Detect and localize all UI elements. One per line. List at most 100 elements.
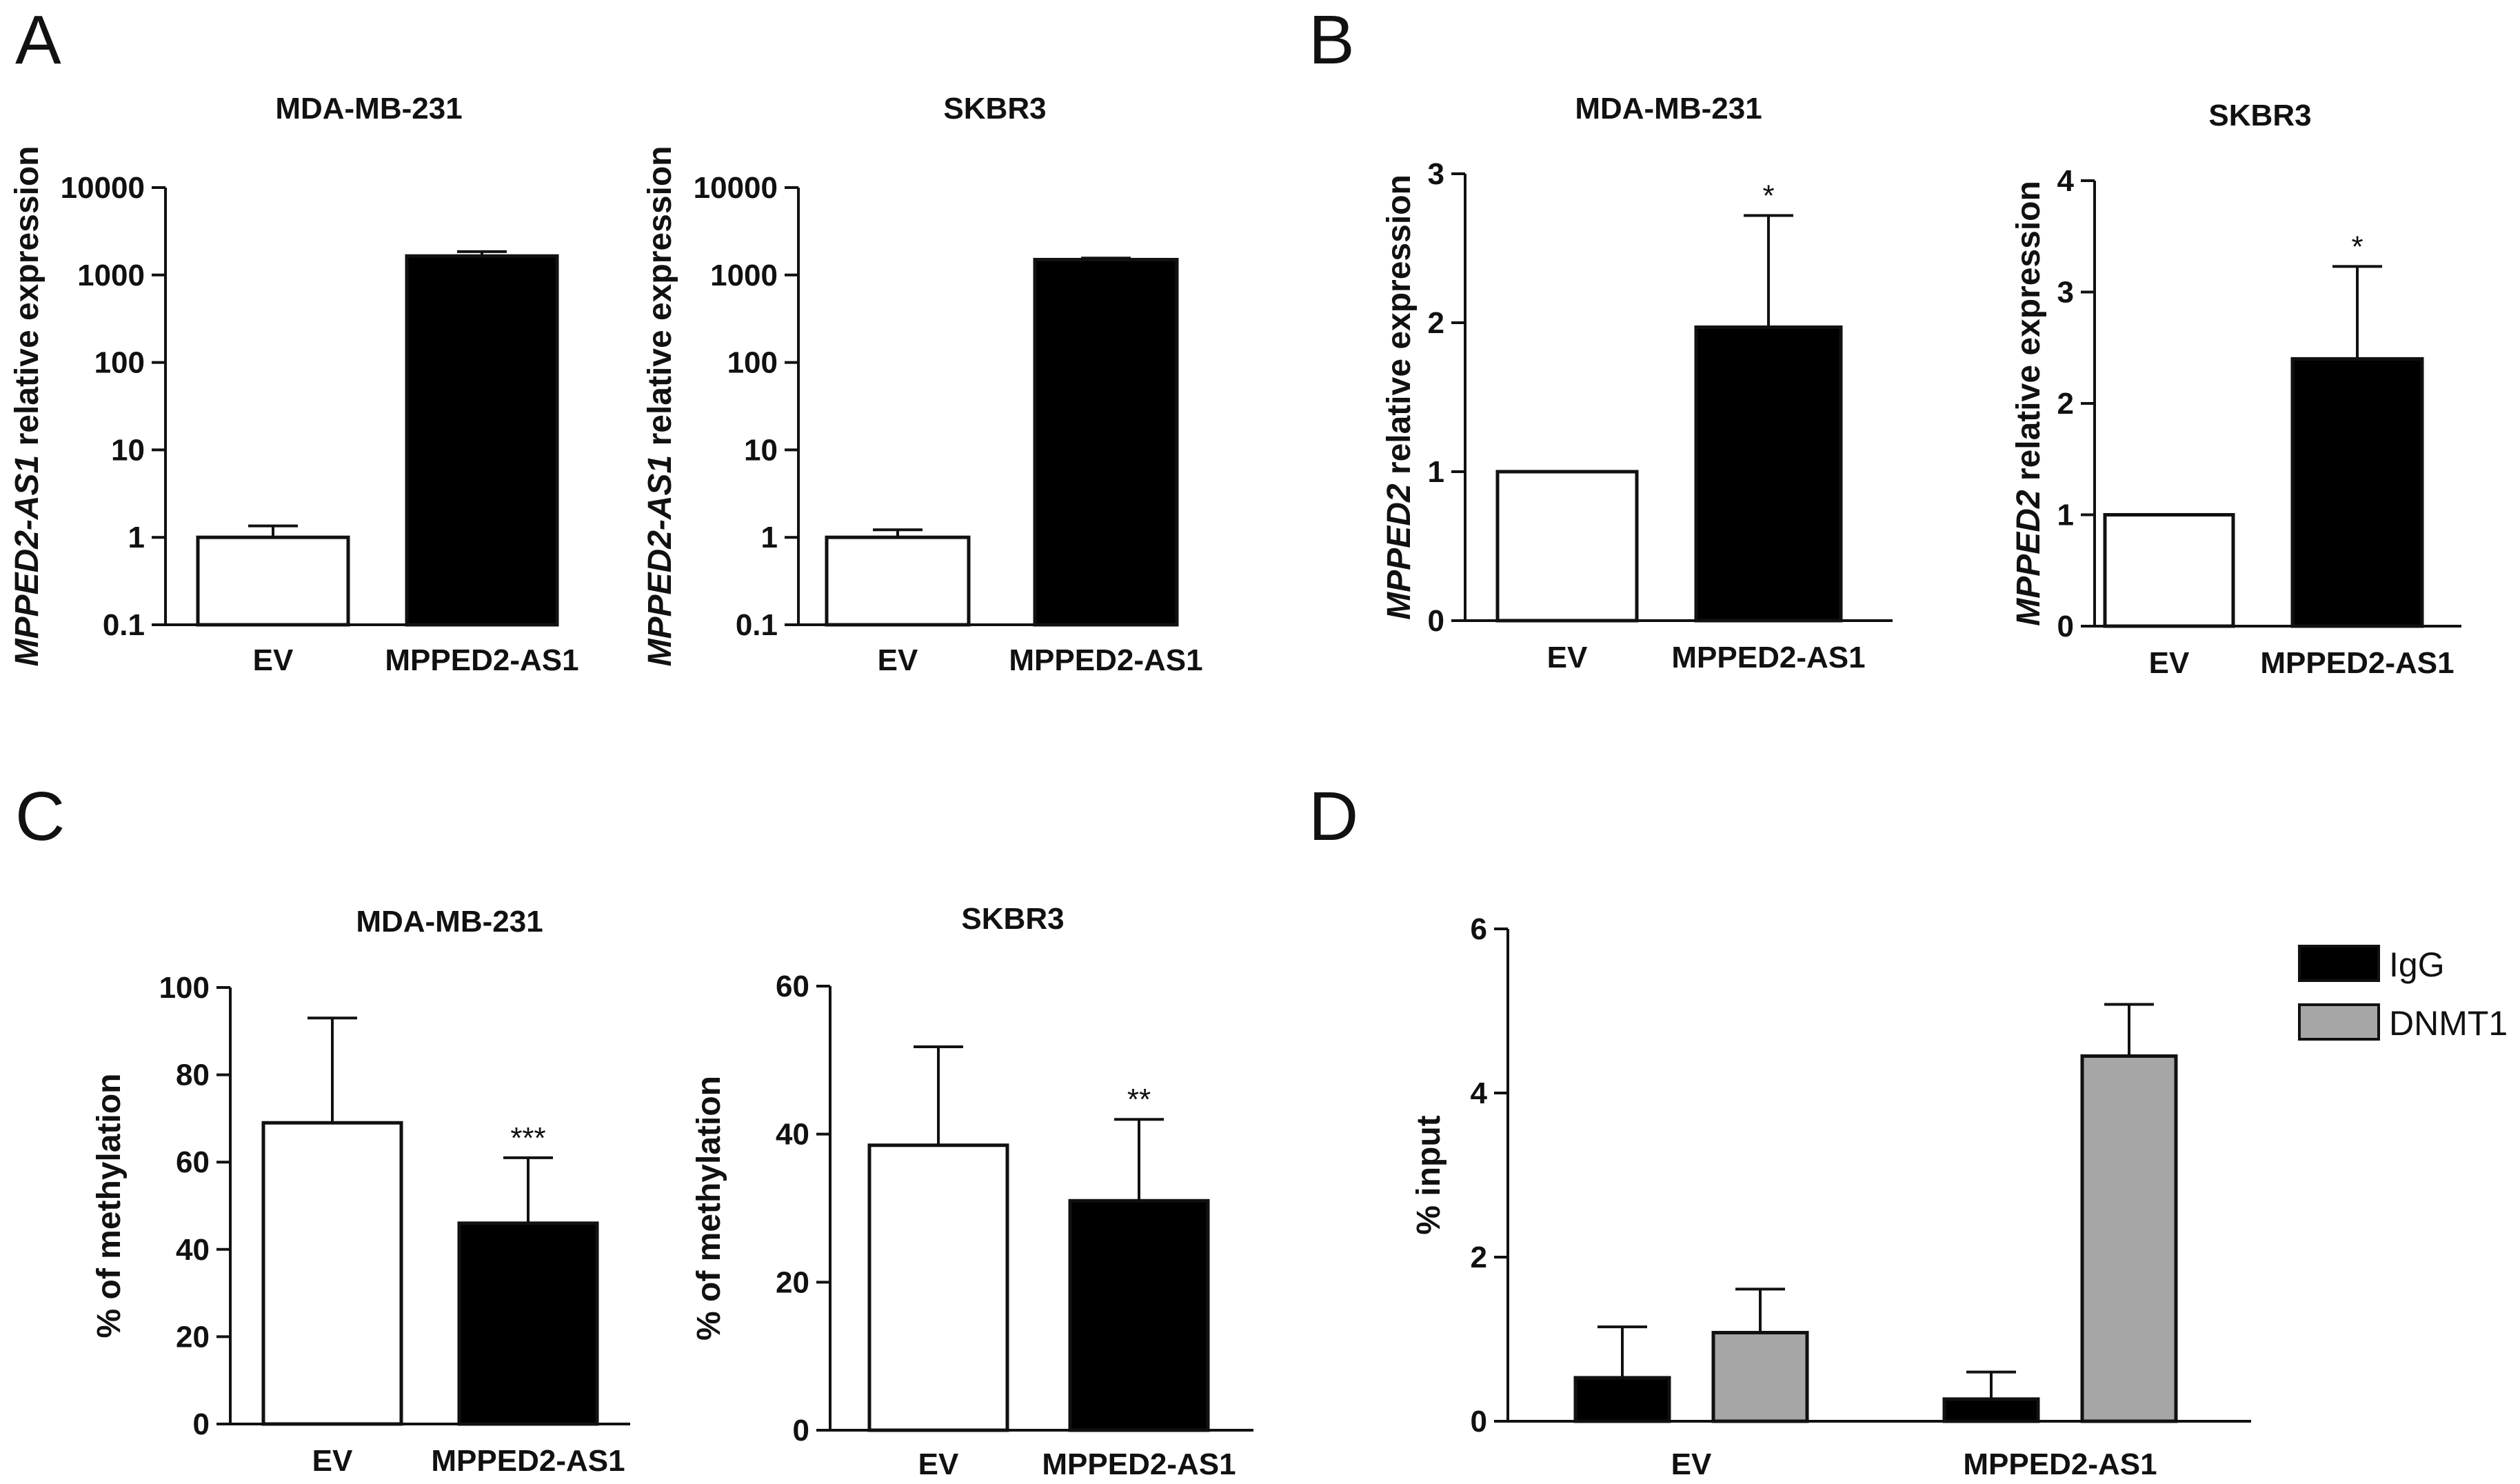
legend: IgG DNMT1 <box>2298 945 2508 1043</box>
y-axis-label-text: relative expression <box>9 146 46 455</box>
y-tick-label: 0 <box>1471 1405 1487 1438</box>
chart-title: MDA-MB-231 <box>1575 92 1762 126</box>
y-tick-label: 1 <box>2057 499 2074 532</box>
y-tick-label: 1 <box>128 521 145 554</box>
bar-mpped2-as1 <box>1694 325 1843 623</box>
y-axis-label-text: % of methylation <box>691 1076 727 1341</box>
y-tick-label: 0.1 <box>736 608 778 642</box>
y-tick-label: 100 <box>159 971 210 1005</box>
y-tick-label: 3 <box>2057 276 2074 310</box>
panel-letter-d: D <box>1309 778 1358 855</box>
chart-title: SKBR3 <box>2208 99 2311 132</box>
chart-title: MDA-MB-231 <box>275 92 462 126</box>
y-axis-label: MPPED2 relative expression <box>2010 181 2047 626</box>
y-tick-label: 60 <box>176 1145 210 1179</box>
y-axis-label: MPPED2-AS1 relative expression <box>9 146 46 667</box>
x-category-label: EV <box>1547 641 1588 674</box>
bar-igg <box>1573 1376 1671 1423</box>
y-axis-label-italic: MPPED2 <box>2010 490 2047 626</box>
y-axis-label: % of methylation <box>691 1076 727 1341</box>
y-axis-label-text: relative expression <box>642 146 678 455</box>
bar-mpped2-as1 <box>457 1221 599 1426</box>
x-category-label: EV <box>1671 1447 1712 1481</box>
bar-ev <box>1495 470 1639 623</box>
y-tick-label: 4 <box>1471 1076 1488 1110</box>
panel-letter-a: A <box>15 1 61 79</box>
panel-letter-b: B <box>1309 1 1355 79</box>
chart-a2: 0.1 1 10 100 1000 10000 SKBR3 MPPED2-AS1 relati… <box>642 92 1203 677</box>
chart-b2: 0 1 2 3 4 SKBR3 MPPED2 relative expression EV * M… <box>2010 99 2461 680</box>
y-tick-label: 20 <box>176 1320 210 1354</box>
bar-mpped2-as1 <box>1068 1199 1210 1432</box>
y-axis-label-italic: MPPED2 <box>1381 483 1418 620</box>
bar-igg <box>1942 1397 2040 1423</box>
y-tick-label: 100 <box>94 346 145 380</box>
y-axis-label: MPPED2-AS1 relative expression <box>642 146 678 667</box>
y-tick-label: 10 <box>744 433 778 467</box>
significance-marker: * <box>2351 230 2363 263</box>
y-tick-label: 20 <box>776 1265 809 1299</box>
chart-c1: 0 20 40 60 80 100 MDA-MB-231 % of methylation EV… <box>91 905 630 1478</box>
x-category-label: MPPED2-AS1 <box>385 643 578 677</box>
x-category-label: MPPED2-AS1 <box>1963 1447 2157 1481</box>
y-tick-label: 0 <box>193 1407 210 1441</box>
chart-d: 0 2 4 6 % input EV MPPED2-AS1 IgG DNMT1 <box>1411 912 2508 1481</box>
y-tick-label: 1000 <box>77 259 145 292</box>
y-axis-label-text: relative expression <box>2010 181 2047 490</box>
x-category-label: MPPED2-AS1 <box>1671 641 1865 674</box>
y-tick-label: 10000 <box>694 171 778 205</box>
y-tick-label: 10 <box>111 433 145 467</box>
x-category-label: MPPED2-AS1 <box>1042 1447 1236 1481</box>
bar-ev <box>261 1121 403 1426</box>
bar-ev <box>867 1143 1009 1432</box>
y-axis-label-italic: MPPED2-AS1 <box>9 455 46 667</box>
legend-swatch-igg <box>2298 945 2380 982</box>
y-tick-label: 10000 <box>61 171 145 205</box>
y-tick-label: 1 <box>761 521 778 554</box>
y-tick-label: 3 <box>1428 157 1444 191</box>
y-axis-label-text: % of methylation <box>91 1073 128 1338</box>
bar-mpped2-as1 <box>1033 257 1179 627</box>
bar-ev <box>196 535 350 627</box>
x-category-label: EV <box>2149 646 2190 680</box>
y-axis-label: % of methylation <box>91 1073 128 1338</box>
y-tick-label: 6 <box>1471 912 1487 946</box>
y-tick-label: 100 <box>727 346 778 380</box>
y-tick-label: 2 <box>2057 387 2074 421</box>
legend-swatch-dnmt1 <box>2298 1003 2380 1041</box>
y-tick-label: 40 <box>776 1118 809 1152</box>
chart-c2: 0 20 40 60 SKBR3 % of methylation EV ** MPPED2-A… <box>691 902 1253 1481</box>
panel-letter-c: C <box>15 778 65 855</box>
bar-dnmt1 <box>1711 1330 1809 1423</box>
y-tick-label: 1 <box>1428 455 1444 489</box>
x-category-label: MPPED2-AS1 <box>2260 646 2454 680</box>
y-tick-label: 0 <box>793 1414 809 1447</box>
y-tick-label: 2 <box>1471 1241 1487 1274</box>
y-tick-label: 1000 <box>710 259 778 292</box>
y-axis-label-text: % input <box>1411 1115 1447 1234</box>
significance-marker: *** <box>510 1121 545 1155</box>
y-tick-label: 4 <box>2057 164 2075 198</box>
significance-marker: * <box>1762 179 1774 212</box>
y-tick-label: 2 <box>1428 306 1444 340</box>
x-category-label: MPPED2-AS1 <box>431 1444 625 1478</box>
y-axis-label-italic: MPPED2-AS1 <box>642 455 678 667</box>
bar-ev <box>825 535 971 627</box>
y-tick-label: 60 <box>776 970 809 1003</box>
y-tick-label: 40 <box>176 1233 210 1267</box>
bar-mpped2-as1 <box>405 254 559 627</box>
y-tick-label: 0 <box>1428 604 1444 638</box>
y-tick-label: 0 <box>2057 610 2074 643</box>
y-axis-label-text: relative expression <box>1381 174 1418 483</box>
y-tick-label: 80 <box>176 1059 210 1092</box>
chart-title: SKBR3 <box>961 902 1064 936</box>
significance-marker: ** <box>1127 1083 1151 1116</box>
chart-b1: 0 1 2 3 MDA-MB-231 MPPED2 relative expression… <box>1381 92 1893 674</box>
x-category-label: EV <box>878 643 918 677</box>
chart-a1: 0.1 1 10 100 1000 10000 MDA-MB-231 MPPED2-AS1 r… <box>9 92 579 677</box>
y-axis-label: % input <box>1411 1115 1447 1234</box>
x-category-label: EV <box>253 643 294 677</box>
chart-title: MDA-MB-231 <box>356 905 543 939</box>
y-tick-label: 0.1 <box>103 608 145 642</box>
